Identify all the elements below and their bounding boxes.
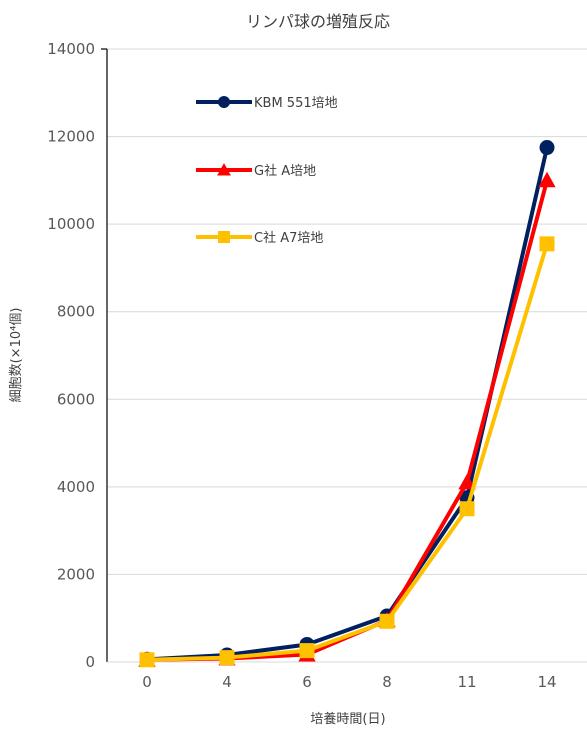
- data-point: [539, 236, 555, 252]
- data-point: [218, 96, 230, 108]
- data-point: [539, 140, 555, 156]
- y-tick-label: 4000: [57, 478, 95, 496]
- data-point: [538, 171, 556, 188]
- data-point: [299, 643, 315, 659]
- series-line: [145, 241, 549, 662]
- y-tick-label: 14000: [47, 40, 95, 58]
- legend-item: KBM 551培地: [196, 95, 338, 111]
- data-point: [219, 650, 235, 666]
- legend-label: C社 A7培地: [254, 230, 323, 246]
- y-tick-label: 10000: [47, 215, 95, 233]
- y-axis-ticks: 0 2000 4000 6000 8000 10000 12000 14000: [47, 40, 95, 671]
- y-tick-label: 8000: [57, 303, 95, 321]
- x-axis-label: 培養時間(日): [310, 711, 385, 727]
- legend: KBM 551培地 G社 A培地 C社 A7培地: [196, 95, 338, 246]
- legend-item: G社 A培地: [196, 163, 316, 179]
- series-group: [138, 140, 556, 668]
- series-square: [139, 236, 555, 668]
- x-axis-ticks: 0 4 6 8 11 14: [142, 673, 556, 691]
- x-tick-label: 11: [457, 673, 476, 691]
- data-point: [458, 473, 476, 490]
- y-axis-label: 細胞数(×10⁴個): [9, 308, 24, 403]
- x-tick-label: 6: [302, 673, 312, 691]
- data-point: [379, 613, 395, 629]
- legend-item: C社 A7培地: [196, 230, 323, 246]
- chart-title: リンパ球の増殖反応: [246, 12, 390, 31]
- y-tick-label: 0: [85, 653, 95, 671]
- x-tick-label: 14: [537, 673, 556, 691]
- y-tick-label: 2000: [57, 565, 95, 583]
- data-point: [459, 501, 475, 517]
- data-point: [139, 652, 155, 668]
- legend-label: G社 A培地: [254, 163, 316, 179]
- gridlines: [107, 48, 587, 575]
- series-line: [145, 178, 549, 662]
- legend-label: KBM 551培地: [254, 95, 338, 111]
- x-tick-label: 4: [222, 673, 232, 691]
- x-tick-label: 0: [142, 673, 152, 691]
- series-circle: [139, 140, 555, 667]
- data-point: [217, 163, 231, 176]
- y-tick-label: 12000: [47, 128, 95, 146]
- y-tick-label: 6000: [57, 390, 95, 408]
- x-tick-label: 8: [382, 673, 392, 691]
- axes: [101, 48, 587, 663]
- data-point: [218, 231, 230, 243]
